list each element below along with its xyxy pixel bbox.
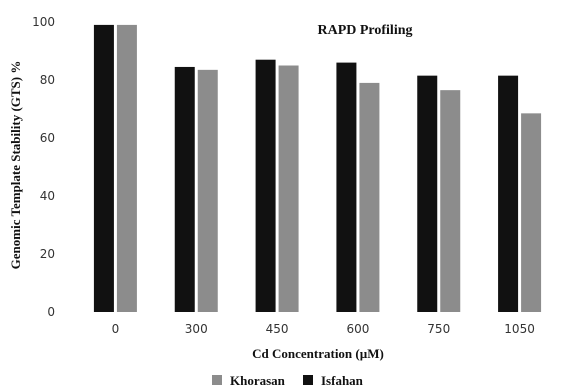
bar-isfahan-1050 [498, 75, 519, 313]
x-tick-label: 600 [346, 322, 369, 336]
chart-title: RAPD Profiling [317, 23, 412, 38]
x-tick-label: 0 [112, 322, 120, 336]
bar-khorasan-600 [359, 82, 380, 313]
bar-khorasan-750 [440, 90, 461, 313]
x-tick-label: 750 [427, 322, 450, 336]
bars [93, 24, 542, 313]
y-tick-label: 100 [32, 15, 55, 29]
bar-khorasan-300 [197, 69, 218, 312]
y-axis-title: Genomic Template Stability (GTS) % [8, 61, 23, 270]
legend: Khorasan Isfahan [212, 373, 364, 388]
y-tick-label: 60 [40, 131, 55, 145]
bar-khorasan-0 [116, 24, 137, 313]
x-tick-label: 300 [185, 322, 208, 336]
y-tick-label: 0 [47, 305, 55, 319]
x-tick-label: 1050 [504, 322, 535, 336]
y-tick-labels: 0 20 40 60 80 100 [32, 15, 55, 319]
bar-khorasan-450 [278, 65, 299, 312]
y-tick-label: 80 [40, 73, 55, 87]
bar-isfahan-0 [93, 24, 114, 313]
bar-isfahan-600 [336, 62, 357, 312]
x-axis-title: Cd Concentration (µM) [252, 346, 384, 361]
y-tick-label: 40 [40, 189, 55, 203]
bar-isfahan-300 [174, 66, 195, 312]
x-tick-labels: 0 300 450 600 750 1050 [112, 322, 535, 336]
legend-label-isfahan: Isfahan [321, 373, 364, 388]
x-tick-label: 450 [266, 322, 289, 336]
bar-isfahan-750 [417, 75, 438, 313]
legend-swatch-khorasan [212, 375, 222, 385]
legend-label-khorasan: Khorasan [230, 373, 286, 388]
y-tick-label: 20 [40, 247, 55, 261]
legend-swatch-isfahan [303, 375, 313, 385]
bar-isfahan-450 [255, 59, 276, 313]
bar-khorasan-1050 [521, 113, 542, 312]
